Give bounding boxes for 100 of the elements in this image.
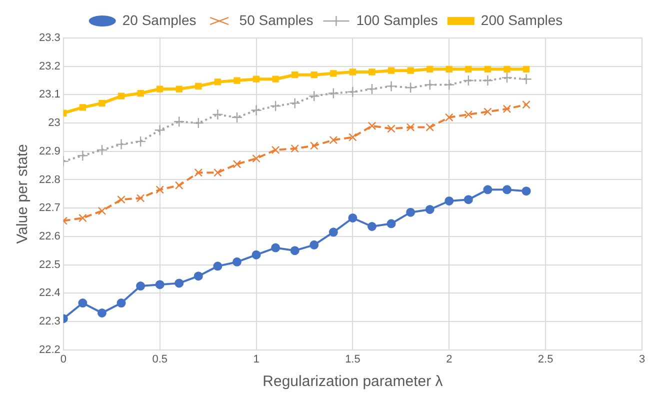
point [404, 82, 416, 94]
point [232, 160, 242, 168]
point [522, 186, 531, 196]
x-tick-label: 1 [253, 353, 260, 366]
point [212, 108, 224, 120]
point [482, 74, 494, 86]
point [368, 68, 376, 76]
point [502, 104, 512, 113]
point [426, 66, 434, 73]
point [272, 76, 279, 82]
point [234, 77, 240, 84]
point [116, 298, 126, 308]
x-axis-title: Regularization parameter λ [262, 373, 444, 390]
point [194, 272, 203, 281]
point [98, 100, 106, 107]
point [348, 133, 357, 142]
point [310, 72, 318, 78]
point [194, 168, 203, 177]
point [367, 222, 376, 231]
point [464, 195, 473, 204]
point [214, 78, 222, 86]
point [192, 117, 204, 129]
point [96, 144, 108, 156]
point [174, 181, 184, 190]
y-tick-label: 23.2 [38, 60, 60, 72]
point [134, 136, 146, 148]
point [308, 90, 320, 102]
point [504, 66, 510, 73]
y-tick-label: 22.6 [38, 230, 60, 242]
point [176, 86, 182, 92]
point [386, 80, 397, 92]
point [426, 123, 434, 132]
point [522, 100, 530, 109]
point [214, 168, 222, 177]
point [520, 74, 532, 85]
point [252, 76, 260, 82]
y-tick-label: 22.8 [38, 174, 60, 186]
point [388, 67, 395, 74]
point [310, 240, 319, 250]
point [174, 116, 185, 128]
point [97, 308, 106, 318]
x-tick-label: 2 [446, 353, 452, 366]
point [328, 228, 338, 237]
point [444, 79, 455, 90]
point [79, 104, 86, 111]
point [465, 66, 472, 73]
y-tick-label: 22.2 [38, 344, 60, 356]
point [250, 104, 262, 116]
point [289, 98, 300, 109]
legend-label: 200 Samples [480, 12, 563, 28]
point [349, 68, 356, 76]
point [522, 66, 530, 73]
point [154, 124, 166, 136]
x-tick-label: 0.5 [152, 353, 168, 366]
legend-label: 20 Samples [122, 12, 196, 28]
point [136, 194, 145, 202]
x-tick-label: 3 [638, 353, 646, 366]
point [252, 154, 260, 163]
point [425, 204, 434, 214]
point [292, 72, 298, 78]
legend-label: 50 Samples [239, 12, 314, 28]
point [270, 100, 282, 112]
point [407, 67, 414, 74]
point [444, 196, 454, 206]
point [387, 124, 396, 133]
point [348, 213, 358, 222]
y-tick-label: 22.4 [38, 287, 60, 300]
point [484, 108, 492, 116]
point [464, 110, 473, 119]
point [98, 206, 106, 216]
point [484, 66, 492, 73]
y-axis-title: Value per state [14, 144, 32, 244]
point [290, 144, 299, 153]
point [462, 74, 474, 86]
point [328, 88, 340, 99]
point [155, 280, 164, 290]
point [366, 83, 378, 95]
point [329, 136, 338, 144]
y-tick-label: 22.9 [38, 145, 60, 158]
point [386, 219, 396, 228]
point [368, 122, 376, 130]
point [231, 112, 243, 123]
y-tick-label: 23 [48, 117, 60, 130]
point [116, 138, 127, 150]
point [446, 66, 452, 73]
point [502, 185, 512, 194]
y-tick-label: 22.7 [38, 202, 60, 214]
point [118, 92, 125, 100]
y-tick-label: 23.3 [38, 32, 60, 44]
y-tick-label: 22.5 [38, 258, 60, 271]
point [78, 214, 87, 222]
y-tick-label: 23.1 [38, 88, 60, 101]
point [406, 123, 415, 132]
point [78, 298, 88, 308]
point [406, 208, 416, 217]
point [137, 90, 144, 97]
point [330, 70, 337, 77]
x-tick-label: 2.5 [538, 353, 554, 366]
point [136, 282, 146, 291]
point [271, 243, 280, 252]
